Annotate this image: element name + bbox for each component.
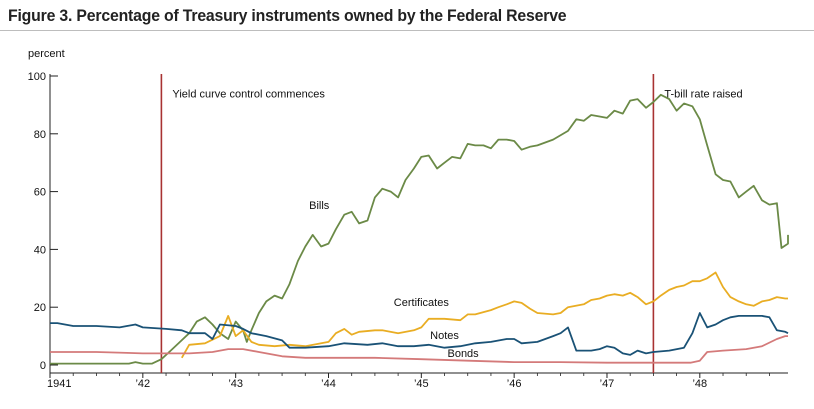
title-divider [0, 30, 814, 31]
x-tick-label: ’45 [414, 378, 429, 390]
event-annotation: Yield curve control commences [172, 88, 325, 100]
y-tick-label: 0 [40, 360, 46, 372]
series-label-bills: Bills [309, 200, 330, 212]
series-label-notes: Notes [430, 330, 459, 342]
event-lines: Yield curve control commences T-bill rate… [160, 74, 743, 373]
y-axis-title: percent [28, 48, 65, 60]
x-tick-label: ’43 [228, 378, 243, 390]
axes: percent 0 20 40 60 80 100 1941 ’42 ’43 ’44 ’45 ’46 ’4… [28, 48, 788, 390]
y-tick-label: 40 [34, 244, 46, 256]
x-tick-label: 1941 [47, 378, 71, 390]
chart-title: Figure 3. Percentage of Treasury instrum… [8, 6, 567, 25]
series-label-certificates: Certificates [394, 297, 450, 309]
y-tick-label: 80 [34, 129, 46, 141]
x-tick-label: ’47 [600, 378, 615, 390]
series-lines [50, 93, 789, 365]
x-tick-label: ’48 [692, 378, 707, 390]
y-tick-label: 100 [28, 71, 46, 83]
x-tick-label: ’42 [135, 378, 150, 390]
series-line-bonds [50, 335, 788, 364]
y-tick-label: 20 [34, 302, 46, 314]
x-tick-label: ’46 [507, 378, 522, 390]
series-line-certificates [181, 271, 788, 359]
series-line-notes [50, 312, 789, 356]
series-labels: Bills Certificates Notes Bonds [309, 200, 479, 360]
series-line-bills [50, 93, 789, 365]
y-tick-label: 60 [34, 187, 46, 199]
x-tick-label: ’44 [321, 378, 336, 390]
series-label-bonds: Bonds [447, 348, 479, 360]
event-annotation: T-bill rate raised [664, 88, 742, 100]
